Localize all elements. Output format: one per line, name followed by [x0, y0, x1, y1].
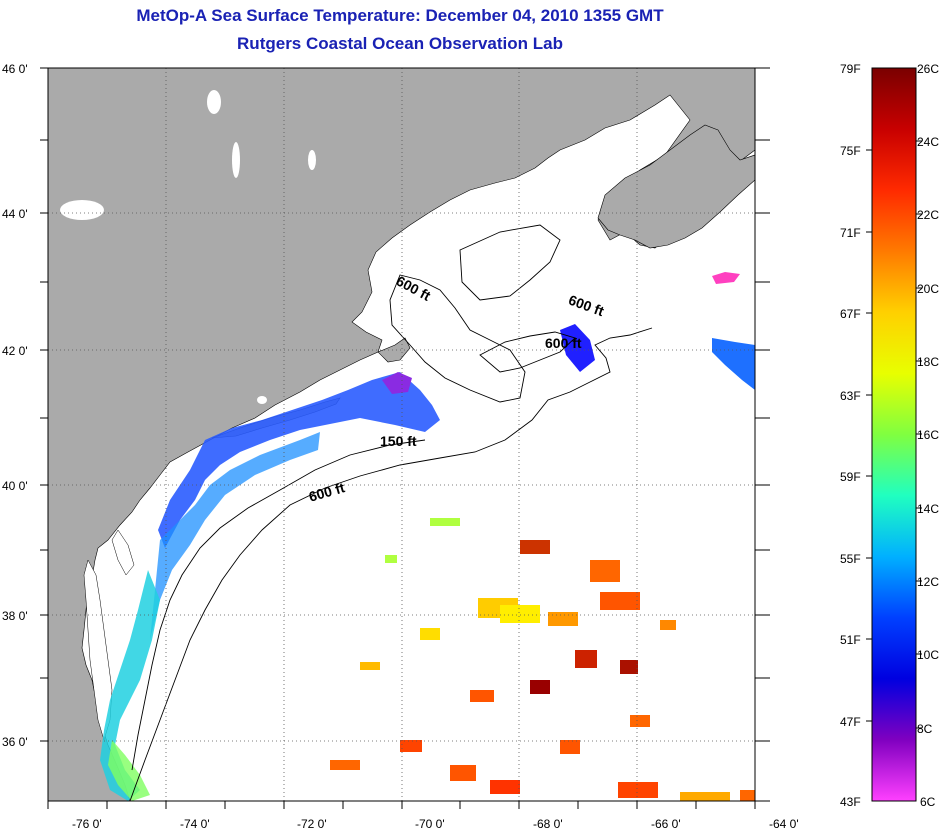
land-mainland — [48, 68, 755, 801]
sst-shelf-band — [150, 432, 320, 640]
sst-cyan-band — [100, 570, 160, 801]
sst-green-patch — [108, 740, 150, 801]
land-nova-scotia — [597, 124, 755, 249]
bathymetry-contours — [129, 224, 653, 801]
lon-label: -70 0' — [415, 817, 445, 831]
contour-georges — [479, 331, 576, 373]
lake — [232, 142, 240, 178]
lake — [257, 396, 267, 404]
lon-label: -74 0' — [180, 817, 210, 831]
contour-scotian — [459, 224, 561, 301]
colorbar-f-label: 47F — [840, 715, 861, 729]
colorbar-c-label: 26C — [917, 62, 939, 76]
colorbar-f-label: 51F — [840, 633, 861, 647]
contour-600ft — [129, 327, 653, 801]
colorbar-c-label: 6C — [920, 795, 936, 809]
lat-label: 46 0' — [2, 62, 28, 76]
contour-label: 150 ft — [380, 433, 417, 449]
lake — [60, 200, 104, 220]
lat-label: 44 0' — [2, 207, 28, 221]
lon-label: -72 0' — [297, 817, 327, 831]
lon-label: -66 0' — [651, 817, 681, 831]
colorbar-c-label: 20C — [917, 282, 939, 296]
colorbar-f-label: 55F — [840, 552, 861, 566]
lon-label: -68 0' — [533, 817, 563, 831]
colorbar-f-label: 75F — [840, 144, 861, 158]
lake — [308, 150, 316, 170]
sst-magenta-east — [712, 272, 740, 284]
map-subtitle: Rutgers Coastal Ocean Observation Lab — [237, 34, 563, 53]
colorbar-c-label: 18C — [917, 355, 939, 369]
lat-label: 40 0' — [2, 479, 28, 493]
lon-label: -76 0' — [72, 817, 102, 831]
colorbar-c-label: 22C — [917, 208, 939, 222]
contour-gulf-of-maine — [389, 274, 526, 403]
contour-150ft — [131, 439, 426, 771]
lat-label: 36 0' — [2, 735, 28, 749]
colorbar-ticks — [866, 140, 922, 729]
lat-label: 42 0' — [2, 344, 28, 358]
colorbar-f-label: 43F — [840, 795, 861, 809]
colorbar-f-label: 63F — [840, 389, 861, 403]
colorbar-f-label: 71F — [840, 226, 861, 240]
colorbar-c-label: 14C — [917, 502, 939, 516]
colorbar-f-label: 67F — [840, 307, 861, 321]
colorbar-f-label: 59F — [840, 470, 861, 484]
lake — [207, 90, 221, 114]
colorbar — [871, 67, 917, 802]
colorbar-c-label: 10C — [917, 648, 939, 662]
colorbar-c-label: 16C — [917, 428, 939, 442]
colorbar-c-label: 24C — [917, 135, 939, 149]
contour-label: 600 ft — [545, 335, 582, 351]
sst-violet-patch — [382, 372, 412, 394]
sst-blue-east — [712, 338, 755, 390]
delaware-bay — [111, 529, 135, 576]
colorbar-c-label: 12C — [917, 575, 939, 589]
axis-ticks — [40, 67, 770, 809]
sst-coastal-band — [158, 372, 440, 548]
colorbar-c-label: 8C — [917, 722, 933, 736]
lat-label: 38 0' — [2, 609, 28, 623]
sst-warm-patches — [330, 518, 755, 801]
colorbar-f-label: 79F — [840, 62, 861, 76]
lon-label: -64 0' — [769, 817, 799, 831]
map-title: MetOp-A Sea Surface Temperature: Decembe… — [136, 6, 664, 25]
